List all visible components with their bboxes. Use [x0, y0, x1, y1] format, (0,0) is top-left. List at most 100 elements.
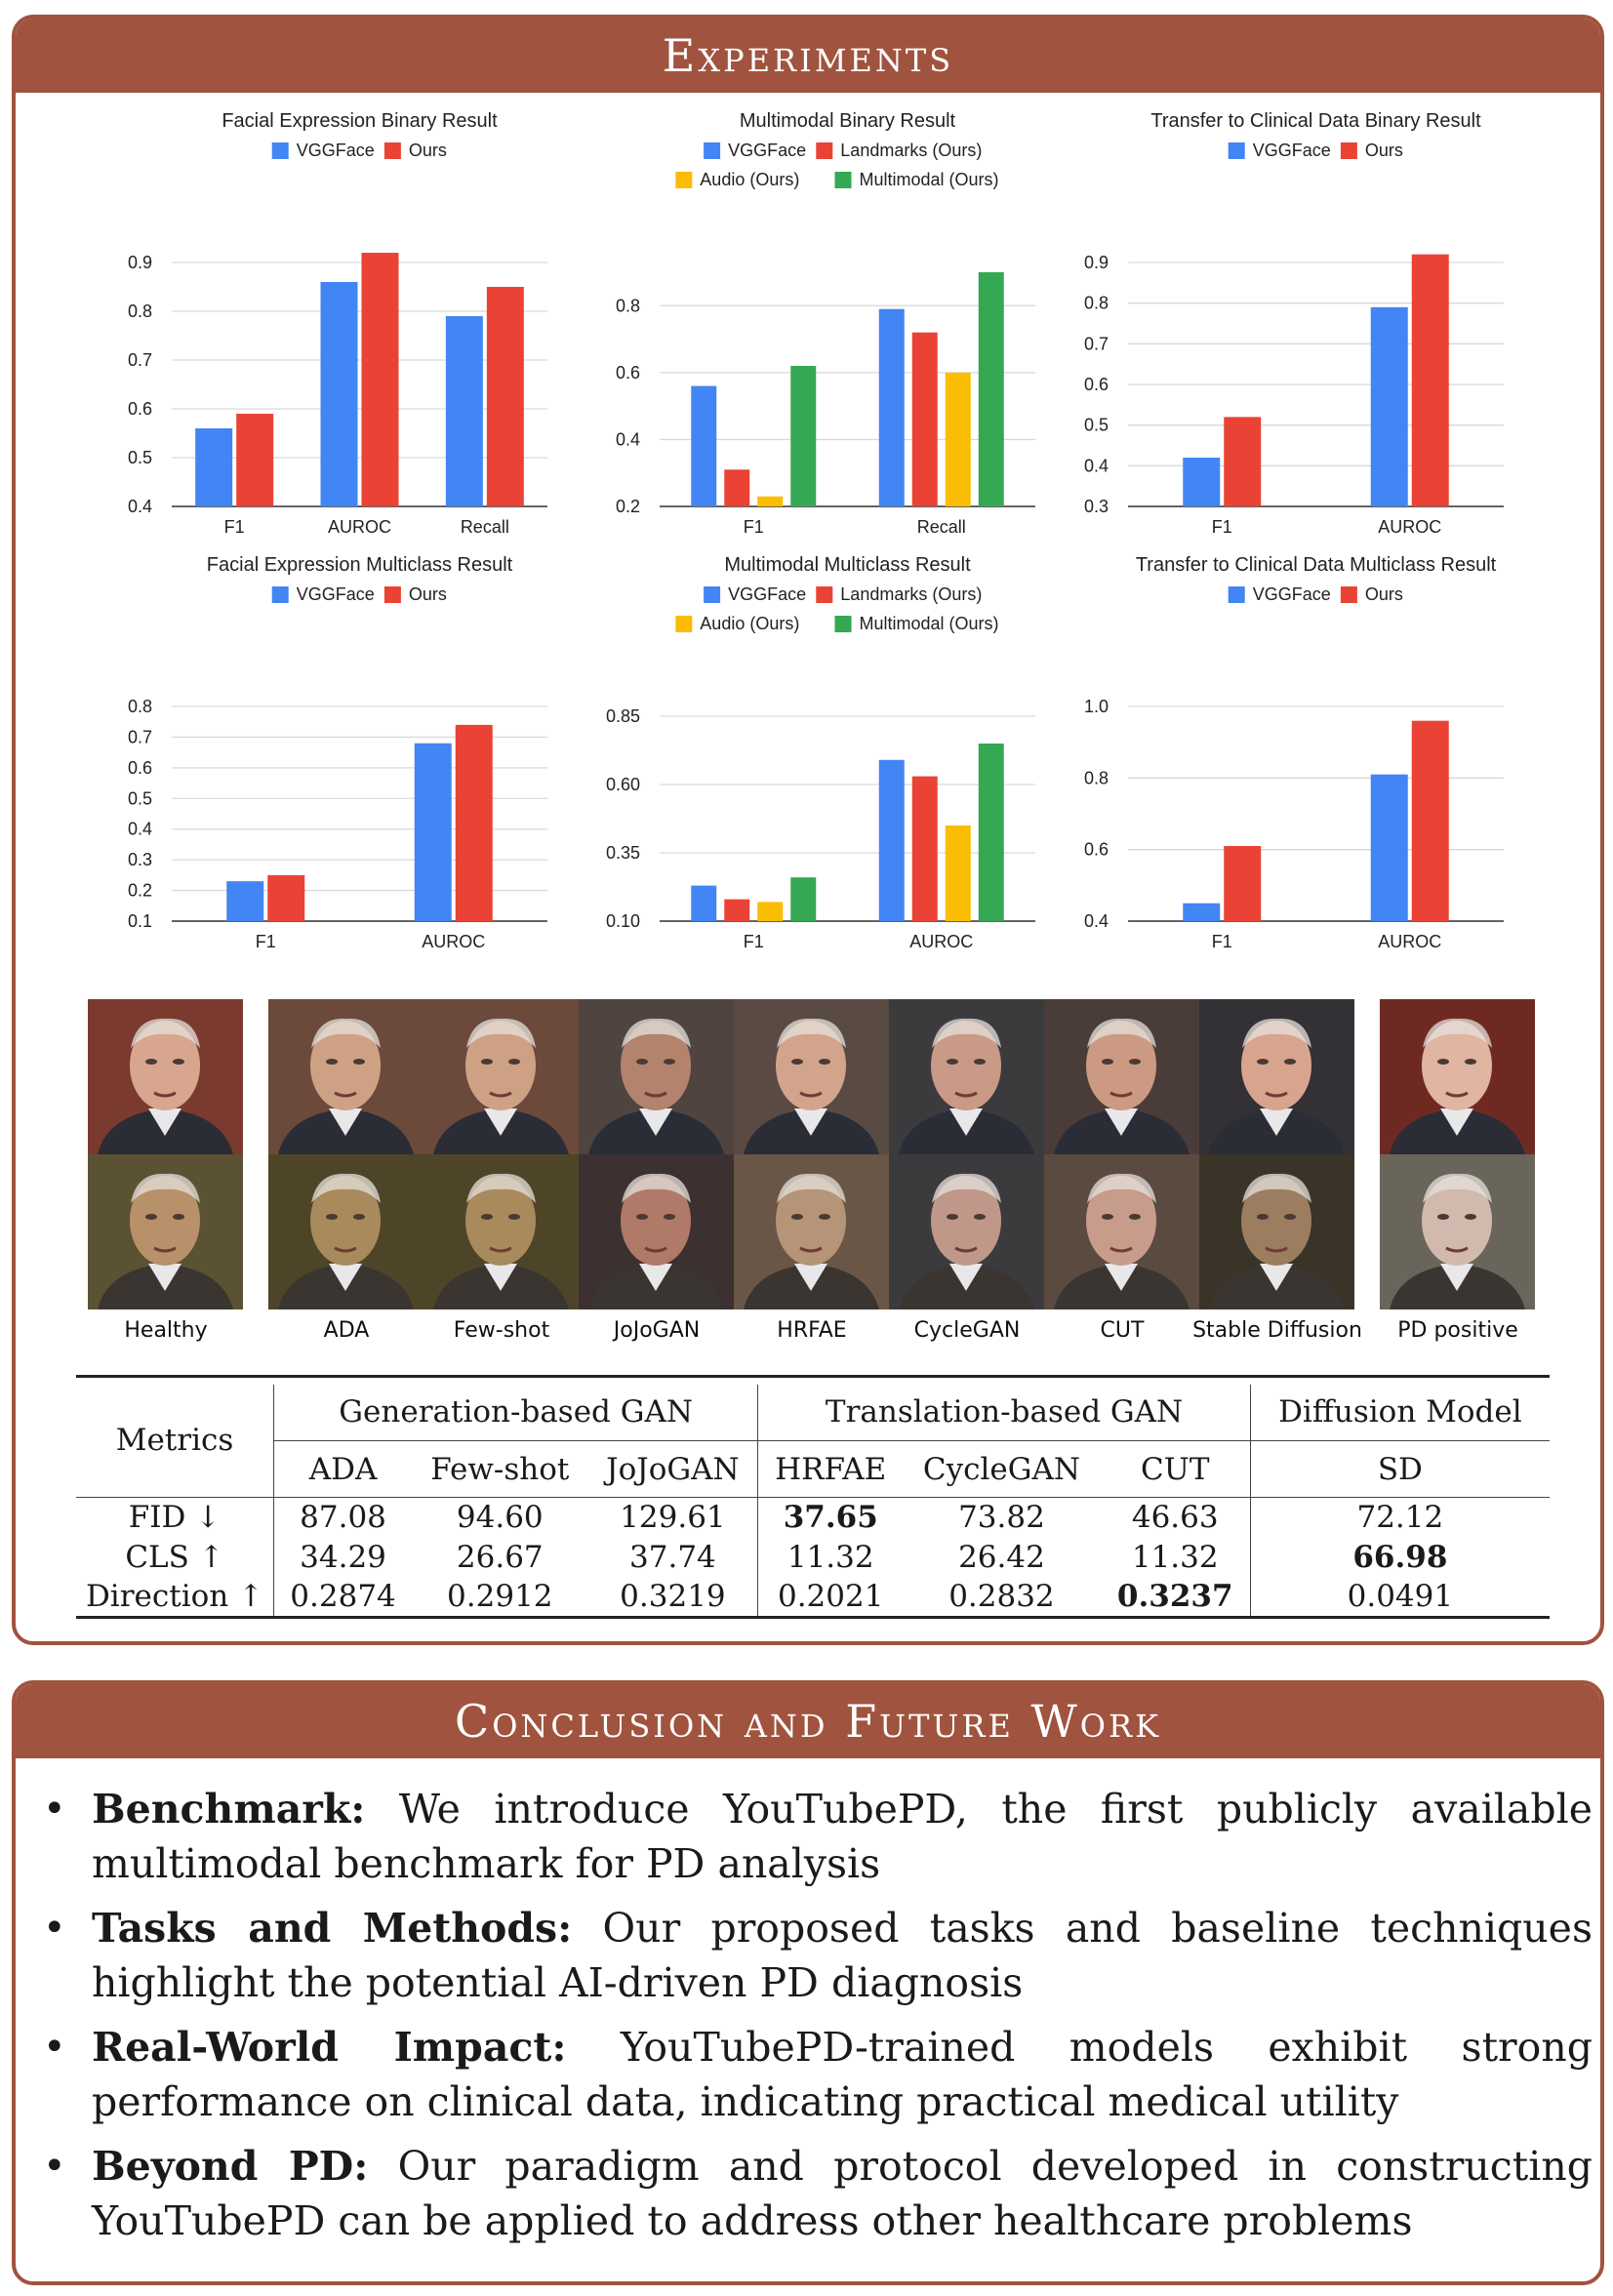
x-tick-label: F1 [744, 932, 764, 951]
x-tick-label: F1 [1212, 932, 1232, 951]
face-image-top [579, 999, 734, 1154]
bar [1183, 458, 1221, 506]
group-header: Generation-based GAN [273, 1384, 759, 1441]
table-cell: 0.2912 [412, 1577, 588, 1619]
face-label: JoJoGAN [613, 1318, 701, 1343]
bar [455, 724, 493, 921]
list-item: • Benchmark: We introduce YouTubePD, the … [41, 1782, 1593, 1891]
y-tick-label: 0.2 [128, 881, 152, 901]
chart-svg: Transfer to Clinical Data Binary Result V… [1084, 110, 1504, 537]
legend-swatch [271, 142, 289, 159]
row-label: Direction ↑ [76, 1577, 274, 1619]
item-text: YouTubePD-trained models exhibit strong … [92, 2024, 1593, 2125]
group-header: Translation-based GAN [757, 1384, 1251, 1441]
chart-svg: Multimodal Multiclass Result VGGFace Landm… [606, 554, 1035, 951]
table-row: CLS ↑ 34.29 26.67 37.74 11.32 26.42 11.32 66.98 [76, 1537, 1550, 1578]
face-comparison-strip: Healthy ADA Few-shot JoJoGAN HRFAE CycleGAN CU… [16, 999, 1600, 1350]
y-tick-label: 0.2 [616, 497, 640, 516]
legend-swatch [704, 586, 721, 603]
face-column: CycleGAN [889, 999, 1044, 1343]
legend-label: Audio (Ours) [700, 170, 799, 189]
table-cell: 73.82 [903, 1497, 1101, 1538]
item-text: We introduce YouTubePD, the first public… [92, 1786, 1593, 1887]
group-header: Diffusion Model [1250, 1384, 1550, 1441]
method-header: CycleGAN [922, 1451, 1080, 1487]
face-image-top [1044, 999, 1199, 1154]
y-tick-label: 0.8 [616, 296, 640, 315]
chart-facial-binary: Facial Expression Binary Result VGGFace Ou… [103, 101, 562, 574]
face-image-bottom [1199, 1154, 1354, 1309]
face-label: CycleGAN [913, 1318, 1021, 1343]
legend-label: VGGFace [728, 141, 806, 160]
item-lead: Benchmark: [92, 1786, 366, 1833]
legend-swatch [383, 142, 401, 159]
bar [757, 496, 784, 506]
legend-swatch [1228, 586, 1245, 603]
method-header: HRFAE [775, 1451, 887, 1487]
chart-title: Multimodal Binary Result [740, 110, 956, 132]
y-tick-label: 0.8 [128, 697, 152, 716]
table-cell: 37.74 [587, 1537, 759, 1578]
legend-label: VGGFace [1253, 141, 1331, 160]
bar [226, 881, 264, 921]
bullet-icon: • [43, 1906, 66, 1951]
y-tick-label: 0.60 [606, 775, 640, 794]
legend-swatch [834, 172, 852, 188]
bar [790, 877, 817, 921]
bar [1370, 774, 1408, 921]
bar [878, 308, 905, 506]
face-label: Stable Diffusion [1192, 1318, 1362, 1343]
bar [1411, 254, 1449, 506]
face-label: HRFAE [777, 1318, 847, 1343]
table-cell: 129.61 [587, 1497, 759, 1538]
chart-title: Facial Expression Binary Result [222, 110, 498, 132]
method-header: ADA [308, 1451, 378, 1487]
y-tick-label: 0.4 [616, 429, 640, 449]
y-tick-label: 0.5 [128, 788, 152, 808]
face-column: PD positive [1380, 999, 1535, 1343]
face-label: CUT [1100, 1318, 1145, 1343]
row-label: CLS ↑ [76, 1537, 274, 1578]
face-column: ADA [268, 999, 423, 1343]
face-image-top [889, 999, 1044, 1154]
x-tick-label: AUROC [422, 932, 485, 951]
bullet-icon: • [43, 1787, 66, 1832]
table-cell: 0.3237 [1100, 1577, 1251, 1619]
x-tick-label: AUROC [328, 517, 391, 537]
face-column: Few-shot [423, 999, 579, 1343]
y-tick-label: 0.4 [1084, 456, 1109, 475]
chart-facial-multiclass: Facial Expression Multiclass Result VGGFa… [103, 545, 562, 988]
item-lead: Tasks and Methods: [92, 1905, 573, 1952]
face-image-bottom [88, 1154, 243, 1309]
face-image-bottom [734, 1154, 889, 1309]
y-tick-label: 0.4 [1084, 911, 1109, 931]
y-tick-label: 0.9 [1084, 253, 1109, 272]
legend-label: VGGFace [297, 584, 375, 604]
chart-title: Facial Expression Multiclass Result [207, 554, 513, 576]
chart-svg: Transfer to Clinical Data Multiclass Res… [1084, 554, 1504, 951]
item-text: Our proposed tasks and baseline techniqu… [92, 1905, 1593, 2006]
face-image-top [1380, 999, 1535, 1154]
bar [978, 272, 1004, 506]
face-image-bottom [1044, 1154, 1199, 1309]
chart-title: Multimodal Multiclass Result [724, 554, 971, 576]
y-tick-label: 0.35 [606, 843, 640, 863]
table-row: Direction ↑ 0.2874 0.2912 0.3219 0.2021 0.283… [76, 1577, 1550, 1619]
face-image-bottom [268, 1154, 423, 1309]
face-label: Healthy [124, 1318, 208, 1343]
y-tick-label: 0.5 [1084, 416, 1109, 435]
x-tick-label: Recall [917, 517, 966, 537]
face-column: Stable Diffusion [1192, 999, 1362, 1343]
legend-label: Landmarks (Ours) [840, 584, 982, 604]
table-cell: 0.2021 [757, 1577, 904, 1619]
chart-svg: Facial Expression Binary Result VGGFace Ou… [128, 110, 547, 537]
bar [945, 826, 971, 921]
item-lead: Real-World Impact: [92, 2024, 567, 2071]
y-tick-label: 0.6 [1084, 840, 1109, 860]
x-tick-label: F1 [1212, 517, 1232, 537]
face-image-top [88, 999, 243, 1154]
bar [911, 332, 938, 506]
face-label: PD positive [1397, 1318, 1518, 1343]
x-tick-label: AUROC [1378, 932, 1441, 951]
face-label: Few-shot [453, 1318, 550, 1343]
